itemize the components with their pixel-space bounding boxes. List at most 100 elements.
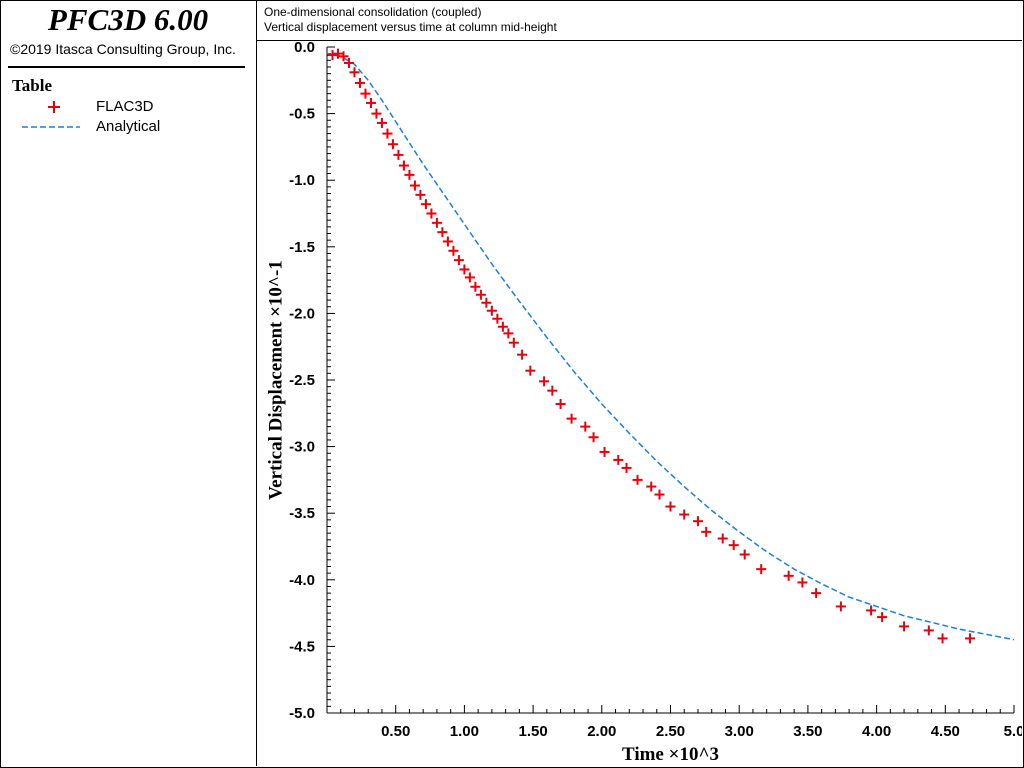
y-tick-label: -3.0: [289, 439, 315, 456]
y-tick-label: -2.5: [289, 372, 315, 389]
flac3d-point: [437, 227, 448, 238]
flac3d-point: [692, 516, 703, 527]
y-tick-label: -4.5: [289, 638, 315, 655]
flac3d-point: [756, 564, 767, 575]
x-tick-label: 1.00: [450, 723, 479, 740]
flac3d-point: [646, 481, 657, 492]
flac3d-point: [835, 601, 846, 612]
flac3d-point: [415, 189, 426, 200]
flac3d-point: [332, 48, 343, 59]
flac3d-point: [486, 305, 497, 316]
y-tick-label: -4.0: [289, 572, 315, 589]
flac3d-point: [508, 337, 519, 348]
x-tick-label: 4.00: [862, 723, 891, 740]
flac3d-point: [547, 385, 558, 396]
flac3d-point: [481, 297, 492, 308]
plot-title-line-1: One-dimensional consolidation (coupled): [264, 5, 482, 19]
flac3d-point: [566, 413, 577, 424]
flac3d-point: [899, 621, 910, 632]
legend-title: Table: [12, 76, 53, 95]
flac3d-point: [492, 313, 503, 324]
x-tick-label: 0.50: [381, 723, 410, 740]
flac3d-point: [599, 446, 610, 457]
legend-divider: [8, 66, 245, 68]
plot-title-line-2: Vertical displacement versus time at col…: [264, 20, 557, 34]
flac3d-point: [701, 526, 712, 537]
flac3d-point: [448, 245, 459, 256]
y-tick-label: -1.0: [289, 172, 315, 189]
copyright-text: ©2019 Itasca Consulting Group, Inc.: [10, 41, 236, 57]
x-tick-label: 4.50: [931, 723, 960, 740]
analytical-curve: [326, 52, 1015, 641]
y-tick-label: -0.5: [289, 106, 315, 123]
dashed-line-icon: [22, 126, 80, 128]
x-axis-title: Time ×10^3: [622, 744, 719, 765]
y-tick-label: -2.0: [289, 305, 315, 322]
flac3d-point: [621, 462, 632, 473]
legend-item-flac3d[interactable]: FLAC3D: [20, 97, 250, 117]
flac3d-point: [539, 376, 550, 387]
x-tick-label: 5.0: [1004, 723, 1022, 740]
flac3d-point: [555, 398, 566, 409]
legend-label: Analytical: [96, 118, 161, 135]
flac3d-point: [382, 128, 393, 139]
chart-axes: 0.50 1.00 1.50 2.00 2.50 3.00 3.50 4.00 4.50 5.0 0…: [289, 41, 1022, 740]
flac3d-point: [783, 570, 794, 581]
flac3d-point: [420, 199, 431, 210]
flac3d-point: [338, 51, 349, 62]
legend-panel: PFC3D 6.00 ©2019 Itasca Consulting Group…: [0, 0, 257, 766]
flac3d-point: [811, 588, 822, 599]
flac3d-point: [431, 217, 442, 228]
flac3d-point: [923, 625, 934, 636]
flac3d-point: [877, 612, 888, 623]
app-name: PFC3D 6.00: [47, 2, 209, 37]
flac3d-point: [613, 454, 624, 465]
flac3d-point: [965, 633, 976, 644]
flac3d-point: [497, 321, 508, 332]
legend-label: FLAC3D: [96, 98, 154, 115]
flac3d-point: [525, 365, 536, 376]
flac3d-point: [517, 349, 528, 360]
x-tick-label: 3.00: [725, 723, 754, 740]
flac3d-point: [343, 57, 354, 68]
flac3d-point: [464, 272, 475, 283]
y-axis-title: Vertical Displacement ×10^-1: [266, 260, 287, 500]
plot-title-box: One-dimensional consolidation (coupled) …: [257, 0, 1022, 41]
x-tick-label: 2.00: [587, 723, 616, 740]
flac3d-point: [475, 289, 486, 300]
flac3d-point: [404, 169, 415, 180]
flac3d-point: [371, 108, 382, 119]
flac3d-point: [503, 328, 514, 339]
y-tick-label: 0.0: [294, 41, 315, 56]
flac3d-point: [728, 540, 739, 551]
flac3d-point: [739, 549, 750, 560]
plus-icon: [48, 101, 60, 113]
flac3d-point: [409, 180, 420, 191]
flac3d-point: [376, 117, 387, 128]
flac3d-point: [327, 49, 338, 60]
flac3d-point: [365, 97, 376, 108]
flac3d-point: [453, 255, 464, 266]
flac3d-point: [459, 264, 470, 275]
flac3d-point: [654, 489, 665, 500]
flac3d-point: [442, 236, 453, 247]
flac3d-series: [327, 48, 976, 644]
flac3d-point: [679, 509, 690, 520]
flac3d-point: [665, 501, 676, 512]
flac3d-point: [387, 139, 398, 150]
flac3d-point: [354, 77, 365, 88]
flac3d-point: [797, 577, 808, 588]
x-tick-label: 1.50: [518, 723, 547, 740]
flac3d-point: [426, 208, 437, 219]
flac3d-point: [360, 88, 371, 99]
legend-item-analytical[interactable]: Analytical: [20, 117, 250, 137]
y-tick-label: -1.5: [289, 239, 315, 256]
flac3d-point: [580, 421, 591, 432]
x-tick-label: 3.50: [793, 723, 822, 740]
flac3d-point: [588, 432, 599, 443]
flac3d-point: [349, 67, 360, 78]
flac3d-point: [398, 160, 409, 171]
flac3d-point: [937, 633, 948, 644]
displacement-chart: 0.50 1.00 1.50 2.00 2.50 3.00 3.50 4.00 4.50 5.0 0…: [266, 41, 1022, 765]
flac3d-point: [393, 149, 404, 160]
